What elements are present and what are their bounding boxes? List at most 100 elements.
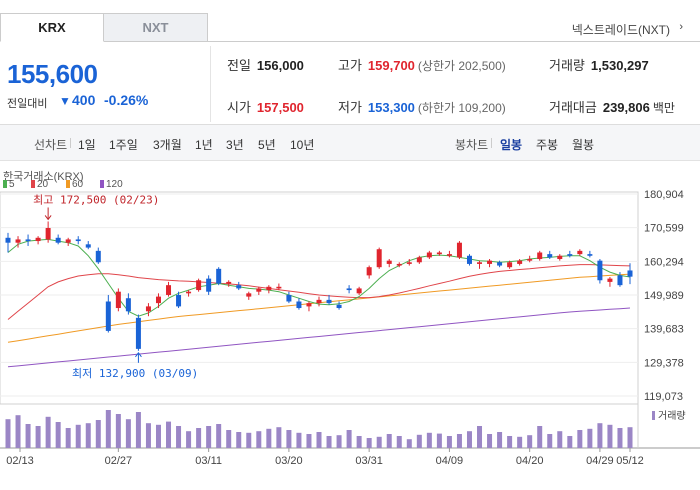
candle-body <box>226 281 232 284</box>
volume-bar <box>105 410 111 448</box>
volume-bar <box>537 426 543 448</box>
volume-bar <box>145 423 151 448</box>
tab-krx[interactable]: KRX <box>0 13 104 42</box>
candle-body <box>105 301 111 331</box>
volume-bar <box>557 431 563 448</box>
volume-bar <box>135 412 141 448</box>
divider <box>491 138 492 148</box>
volume-bar <box>466 431 472 448</box>
stat-value: 156,000 <box>256 58 304 73</box>
ma-label: 5 <box>9 179 15 190</box>
chart-source-label: 한국거래소(KRX) <box>3 171 84 183</box>
volume-bar <box>226 430 232 448</box>
volume-bar <box>155 424 161 448</box>
volume-bar <box>276 427 282 448</box>
volume-legend-swatch <box>652 411 655 420</box>
x-tick-label: 03/11 <box>195 455 222 467</box>
stat-label: 시가 <box>227 100 251 115</box>
stat-value: 159,700 <box>367 58 415 73</box>
candle-body <box>366 267 372 276</box>
volume-bar <box>416 434 422 448</box>
period-3m[interactable]: 3개월 <box>153 138 182 152</box>
volume-bar <box>5 419 11 448</box>
volume-bar <box>75 424 81 448</box>
volume-bar <box>497 432 503 448</box>
volume-bar <box>25 424 31 448</box>
volume-bar <box>95 420 101 448</box>
candle-body <box>446 254 452 256</box>
volume-bar <box>196 428 202 448</box>
volume-bar <box>266 428 272 448</box>
candle-body <box>487 260 493 264</box>
stat-open: 시가 157,500 <box>227 97 304 116</box>
nxt-link[interactable]: 넥스트레이드(NXT) <box>571 23 670 37</box>
candle-body <box>75 239 81 242</box>
period-3y[interactable]: 3년 <box>226 138 244 152</box>
candle-body <box>597 260 603 281</box>
candle-body <box>246 293 252 297</box>
ma-swatch <box>100 180 104 188</box>
y-tick-label: 170,599 <box>644 223 684 235</box>
candle-body <box>466 255 472 264</box>
volume-bar <box>456 434 462 448</box>
candle-body <box>155 296 161 304</box>
volume-bar <box>356 436 362 448</box>
tab-divider <box>208 41 700 42</box>
candle-body <box>45 227 51 240</box>
candle-body <box>477 262 483 264</box>
candle-body <box>286 294 292 302</box>
volume-bar <box>166 421 172 448</box>
change-percent: -0.26% <box>104 92 149 108</box>
ma-legend-60: 60 <box>66 179 83 190</box>
tab-nxt[interactable]: NXT <box>104 13 208 42</box>
change-value: 400 <box>72 92 96 108</box>
stat-sub: (상한가 202,500) <box>417 59 506 73</box>
candle-body <box>296 301 302 309</box>
x-tick-label: 04/09 <box>436 455 464 467</box>
market-tabs: KRX NXT <box>0 13 208 42</box>
x-tick-label: 03/31 <box>355 455 383 467</box>
candle-daily[interactable]: 일봉 <box>500 138 523 152</box>
volume-bar <box>547 434 553 448</box>
candle-weekly[interactable]: 주봉 <box>536 138 559 152</box>
candle-body <box>135 317 141 349</box>
y-tick-label: 180,904 <box>644 189 684 201</box>
candle-body <box>276 286 282 289</box>
volume-bar <box>326 436 332 448</box>
candle-body <box>306 303 312 307</box>
period-5y[interactable]: 5년 <box>258 138 276 152</box>
line-chart-label: 선차트 <box>34 138 68 152</box>
candle-monthly[interactable]: 월봉 <box>572 138 595 152</box>
chart-toolbar: 선차트 1일 1주일 3개월 1년 3년 5년 10년 봉차트 일봉 주봉 월봉 <box>0 125 700 161</box>
volume-bar <box>206 426 212 448</box>
candle-body <box>416 257 422 263</box>
candle-body <box>25 239 31 242</box>
divider <box>0 124 700 125</box>
volume-bar <box>176 426 182 448</box>
candle-body <box>607 278 613 282</box>
x-tick-label: 05/12 <box>616 455 644 467</box>
volume-bar <box>186 431 192 448</box>
candle-body <box>316 299 322 304</box>
volume-bar <box>386 434 392 448</box>
period-1y[interactable]: 1년 <box>195 138 213 152</box>
high-annotation: 최고 172,500 (02/23) <box>33 193 159 206</box>
volume-bar <box>426 432 432 448</box>
volume-bar <box>597 423 603 448</box>
candle-body <box>557 255 563 260</box>
stat-sub: (하한가 109,200) <box>417 101 506 115</box>
candle-body <box>577 250 583 255</box>
volume-bar <box>617 428 623 448</box>
candle-body <box>115 291 121 309</box>
stat-unit: 백만 <box>652 101 675 115</box>
ma-swatch <box>31 180 35 188</box>
ma-label: 60 <box>72 179 84 190</box>
period-1w[interactable]: 1주일 <box>109 138 138 152</box>
period-1d[interactable]: 1일 <box>78 138 96 152</box>
chevron-right-icon[interactable]: › <box>679 21 683 33</box>
period-10y[interactable]: 10년 <box>290 138 315 152</box>
candle-body <box>326 299 332 304</box>
volume-bar <box>125 419 131 448</box>
current-price: 155,600 <box>7 59 98 89</box>
